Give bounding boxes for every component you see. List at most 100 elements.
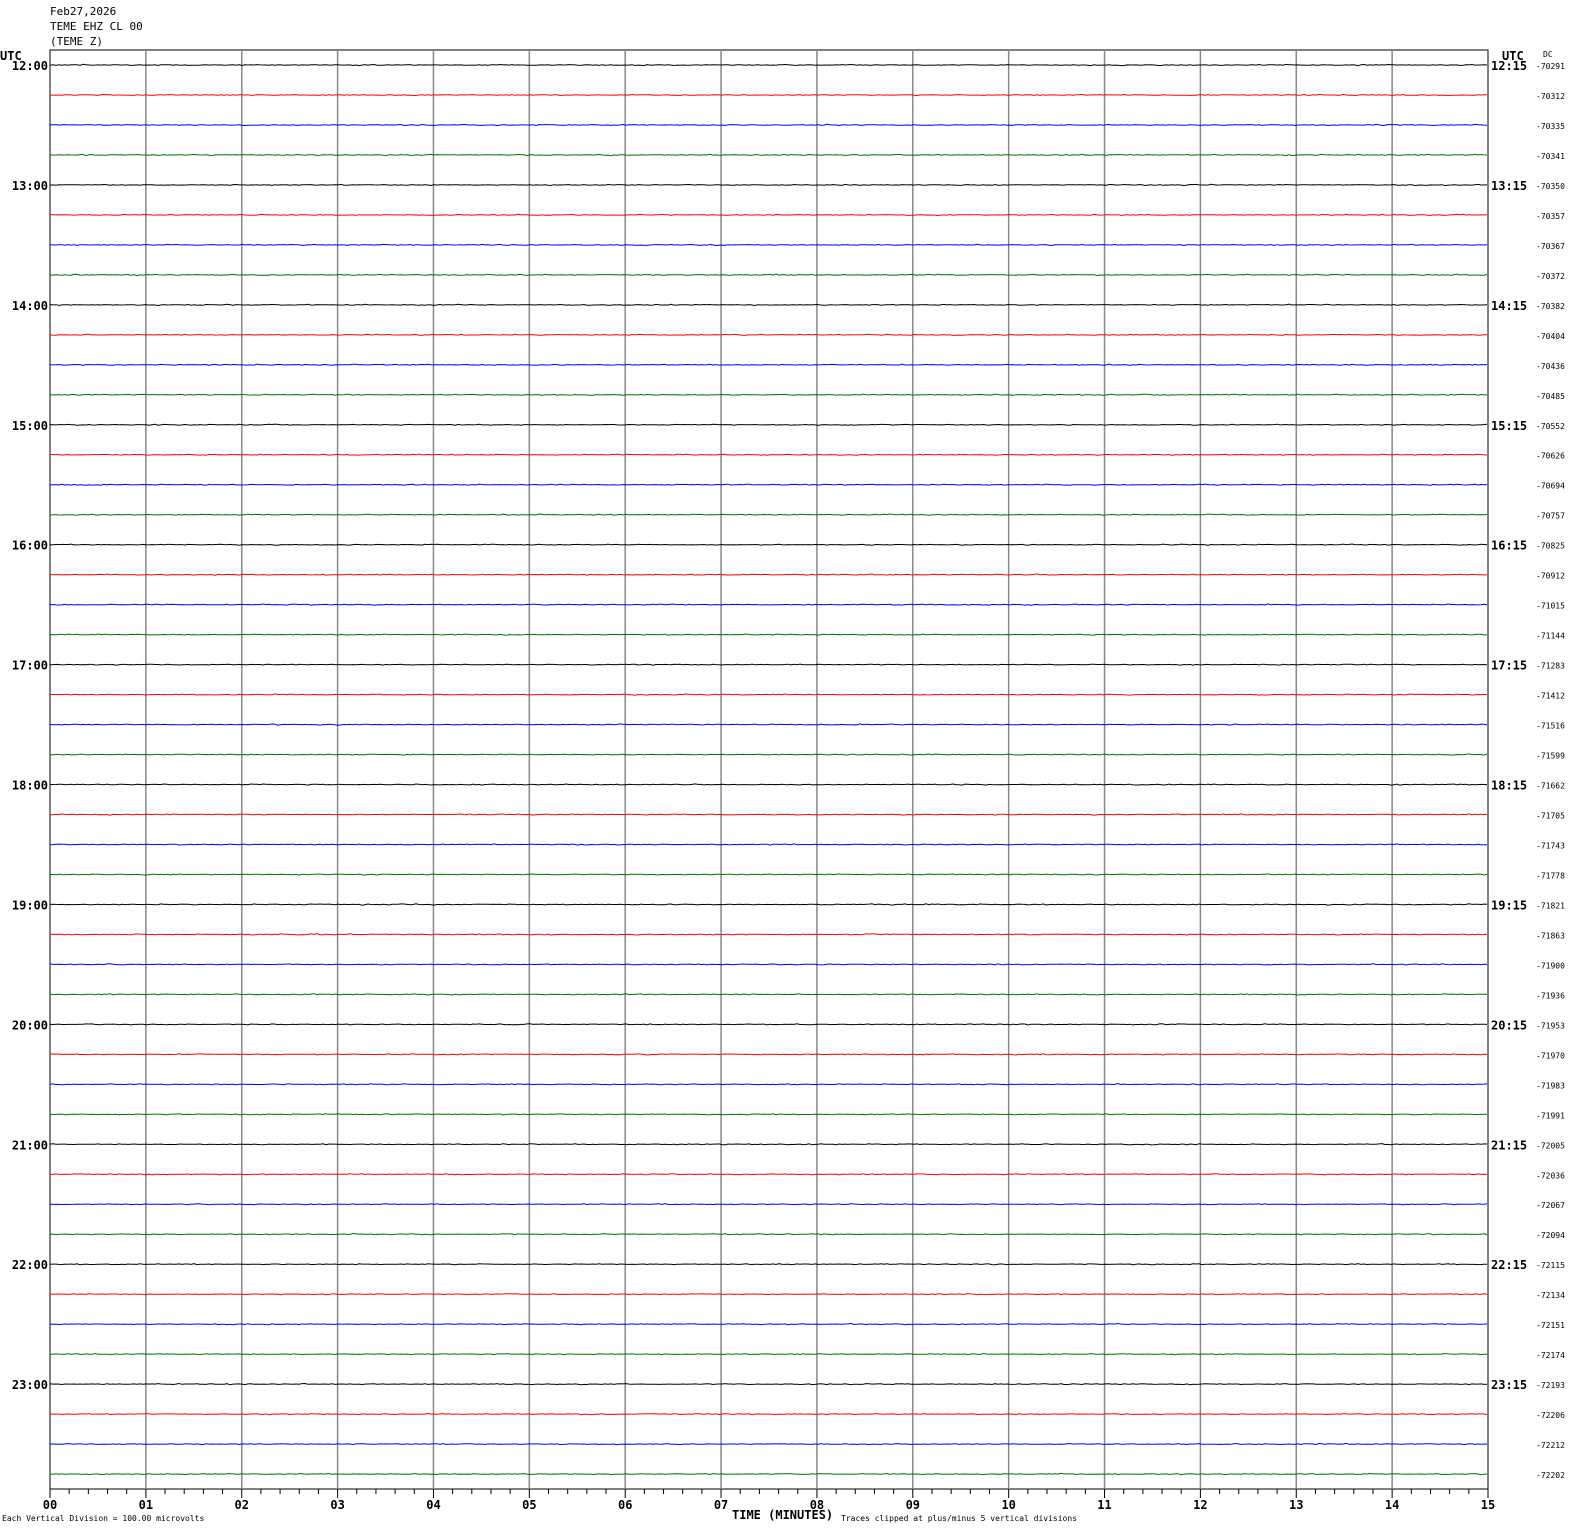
x-tick-label: 03: [330, 1498, 344, 1512]
dc-offset-label: -71821: [1536, 901, 1565, 910]
dc-offset-label: -71983: [1536, 1081, 1565, 1090]
dc-offset-label: -71863: [1536, 931, 1565, 940]
seismic-trace: [49, 1322, 1488, 1326]
x-tick-label: 14: [1385, 1498, 1399, 1512]
x-tick-label: 06: [618, 1498, 632, 1512]
x-tick-label: 02: [235, 1498, 249, 1512]
dc-offset-label: -71015: [1536, 602, 1565, 611]
dc-offset-label: -70485: [1536, 392, 1565, 401]
right-hour-label: 18:15: [1491, 779, 1527, 793]
right-hour-label: 22:15: [1491, 1258, 1527, 1272]
dc-offset-label: -72005: [1536, 1141, 1565, 1150]
x-tick-label: 10: [1001, 1498, 1015, 1512]
dc-offset-label: -70825: [1536, 542, 1565, 551]
x-tick-label: 04: [426, 1498, 440, 1512]
header-component: (TEME Z): [50, 35, 103, 48]
seismic-trace: [49, 813, 1488, 816]
x-tick-label: 13: [1289, 1498, 1303, 1512]
dc-offset-label: -72115: [1536, 1261, 1565, 1270]
dc-offset-label: -72202: [1536, 1471, 1565, 1480]
seismic-trace: [50, 243, 1488, 247]
dc-offset-label: -71970: [1536, 1051, 1565, 1060]
dc-offset-label: -70367: [1536, 242, 1565, 251]
seismic-trace: [49, 873, 1488, 876]
seismic-trace: [49, 753, 1488, 756]
dc-offset-label: -72067: [1536, 1201, 1565, 1210]
header-date: Feb27,2026: [50, 5, 117, 18]
seismic-trace: [49, 483, 1488, 486]
plot-frame: [49, 49, 1489, 1490]
seismic-trace: [49, 693, 1488, 696]
seismic-trace: [49, 963, 1488, 966]
left-hour-label: 18:00: [12, 779, 48, 793]
left-hour-label: 20:00: [12, 1018, 48, 1032]
left-hour-label: 21:00: [12, 1138, 48, 1152]
right-hour-label: 21:15: [1491, 1138, 1527, 1152]
x-axis-label: TIME (MINUTES): [732, 1508, 833, 1522]
left-hour-label: 14:00: [12, 299, 48, 313]
dc-offset-label: -70552: [1536, 422, 1565, 431]
right-hour-label: 17:15: [1491, 659, 1527, 673]
right-hour-label: 15:15: [1491, 419, 1527, 433]
dc-offset-label: -70436: [1536, 362, 1565, 371]
header-station: TEME EHZ CL 00: [50, 20, 143, 33]
dc-offset-label: -70382: [1536, 302, 1565, 311]
dc-offset-label: -72206: [1536, 1411, 1565, 1420]
right-hour-label: 12:15: [1491, 59, 1527, 73]
dc-offset-label: -71743: [1536, 841, 1565, 850]
dc-offset-label: -72036: [1536, 1171, 1565, 1180]
x-tick-label: 12: [1193, 1498, 1207, 1512]
seismic-trace: [49, 63, 1488, 67]
x-tick-label: 05: [522, 1498, 536, 1512]
dc-offset-label: -71991: [1536, 1111, 1565, 1120]
right-hour-label: 19:15: [1491, 898, 1527, 912]
seismic-trace: [49, 423, 1488, 426]
seismic-trace: [49, 1023, 1488, 1026]
seismic-trace: [49, 1083, 1488, 1086]
left-hour-label: 16:00: [12, 539, 48, 553]
seismic-trace: [49, 1263, 1488, 1266]
seismic-trace: [49, 513, 1488, 516]
right-hour-label: 23:15: [1491, 1378, 1527, 1392]
seismic-trace: [49, 153, 1488, 157]
seismic-trace: [49, 933, 1488, 936]
dc-offset-label: -72174: [1536, 1351, 1565, 1360]
seismic-trace: [49, 1472, 1488, 1476]
seismic-trace: [49, 723, 1488, 726]
left-hour-label: 12:00: [12, 59, 48, 73]
seismic-trace: [49, 843, 1488, 846]
seismic-trace: [49, 543, 1488, 546]
dc-offset-label: -70757: [1536, 512, 1565, 521]
seismic-trace: [49, 633, 1488, 636]
right-hour-label: 14:15: [1491, 299, 1527, 313]
seismic-trace: [49, 333, 1488, 336]
seismic-trace: [49, 1203, 1488, 1206]
x-tick-label: 07: [714, 1498, 728, 1512]
scale-note: Each Vertical Division = 100.00 microvol…: [2, 1514, 205, 1523]
dc-offset-label: -70912: [1536, 572, 1565, 581]
seismic-trace: [49, 1292, 1488, 1296]
seismic-trace: [49, 1442, 1488, 1446]
seismic-trace: [49, 453, 1488, 456]
x-tick-label: 15: [1481, 1498, 1495, 1512]
seismic-trace: [49, 573, 1487, 576]
seismic-trace: [49, 1053, 1488, 1056]
left-hour-label: 19:00: [12, 898, 48, 912]
dc-offset-label: -71599: [1536, 752, 1565, 761]
seismic-trace: [49, 363, 1488, 366]
dc-offset-label: -72193: [1536, 1381, 1565, 1390]
dc-offset-label: -71283: [1536, 662, 1565, 671]
dc-offset-label: -72212: [1536, 1441, 1565, 1450]
dc-offset-label: -70312: [1536, 92, 1565, 101]
seismic-trace: [49, 993, 1488, 996]
dc-offset-label: -70404: [1536, 332, 1565, 341]
right-axis-title: UTC: [1502, 49, 1524, 63]
seismic-trace: [49, 663, 1488, 666]
seismic-trace: [49, 393, 1487, 396]
seismic-trace: [49, 783, 1488, 786]
right-hour-label: 13:15: [1491, 179, 1527, 193]
dc-offset-label: -71412: [1536, 692, 1565, 701]
x-tick-label: 01: [139, 1498, 153, 1512]
seismic-trace: [49, 1113, 1488, 1116]
